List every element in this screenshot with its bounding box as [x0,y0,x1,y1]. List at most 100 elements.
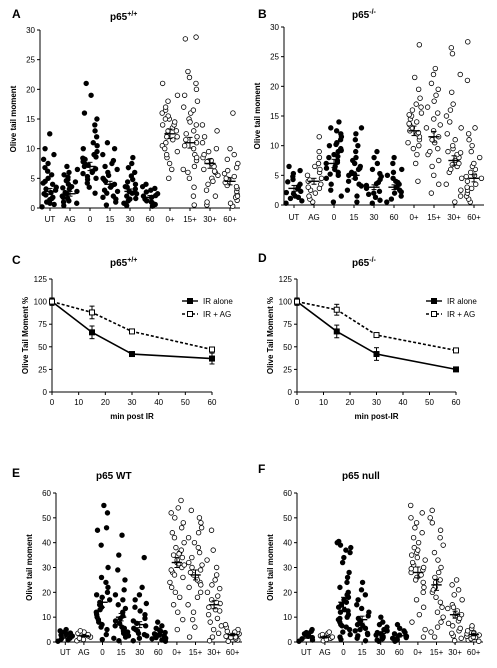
data-point [209,346,215,353]
data-point [357,626,363,633]
data-point [348,544,354,551]
y-tick-label: 10 [283,613,292,622]
data-point [440,614,446,620]
data-point [106,597,113,603]
x-tick-label: 0+ [172,648,181,657]
data-point [110,157,117,164]
x-tick-label: 15 [117,648,126,657]
data-point [206,604,212,610]
data-point [119,532,125,538]
x-tick-label: 30 [128,398,137,407]
panel-title-superscript: -/- [369,257,376,264]
data-point [187,119,193,125]
data-point [413,101,419,107]
data-point [42,164,48,171]
data-point [435,86,441,92]
data-point [354,193,360,199]
data-point [341,554,347,561]
data-point [316,148,322,155]
data-point [411,544,417,551]
data-point [124,629,131,635]
data-point [172,119,178,125]
data-point [430,71,437,78]
data-point [391,154,397,161]
data-point [162,629,168,636]
data-point [355,142,361,149]
data-point [191,539,198,546]
data-point [347,631,353,638]
data-point [450,142,456,149]
data-point [437,527,444,533]
data-point [141,631,148,638]
data-point [45,175,51,182]
y-tick-label: 60 [283,489,292,498]
data-point [453,577,460,583]
x-tick-label: 30+ [447,213,461,222]
y-tick-label: 40 [283,539,292,548]
data-point [112,592,119,598]
x-tick-label: 10 [319,398,328,407]
data-point [185,68,191,75]
data-point [364,631,371,638]
data-point [354,602,360,608]
panel-title-main: p65 [352,10,370,21]
data-point [189,554,195,561]
data-point [215,593,221,599]
data-point [80,145,86,152]
data-point [330,199,337,205]
data-point [162,145,168,152]
data-point [286,163,292,170]
data-point [337,615,343,622]
data-point [378,614,384,620]
data-point [124,193,130,199]
data-point [438,619,444,625]
data-point [468,185,475,192]
data-point [166,160,173,167]
series-line [51,300,213,360]
data-point [186,584,192,591]
data-point [100,194,106,201]
y-tick-label: 30 [26,26,35,35]
data-point [358,125,365,131]
data-point [449,630,455,637]
panel-letter: F [258,462,265,476]
data-point [162,104,169,110]
data-point [477,154,483,161]
x-tick-label: 60 [395,648,404,657]
y-tick-label: 0 [43,388,48,397]
data-point [415,547,421,553]
data-point [179,554,185,561]
x-tick-label: 15+ [427,213,441,222]
data-point [337,584,343,591]
data-point [98,624,104,630]
data-point [196,549,203,556]
data-point [312,163,318,170]
x-tick-label: 0+ [409,213,418,222]
data-point [92,122,98,128]
y-tick-label: 25 [270,53,279,62]
data-point [159,110,165,116]
x-tick-label: 15+ [430,648,444,657]
data-point [143,181,149,187]
data-point [143,189,150,195]
data-point [427,515,433,521]
data-point [133,191,140,197]
data-point [227,145,233,152]
data-point [415,178,421,184]
data-point [169,530,176,536]
data-point [352,628,358,634]
data-point [49,181,56,187]
data-point [105,564,111,571]
data-point [327,171,333,177]
data-point [41,191,47,197]
data-point [406,112,412,118]
data-point [214,128,220,134]
data-point [421,584,427,591]
data-point [221,170,228,177]
data-point [366,609,372,615]
data-point [339,623,345,629]
x-tick-label: 60 [146,215,155,224]
data-point [183,131,189,137]
